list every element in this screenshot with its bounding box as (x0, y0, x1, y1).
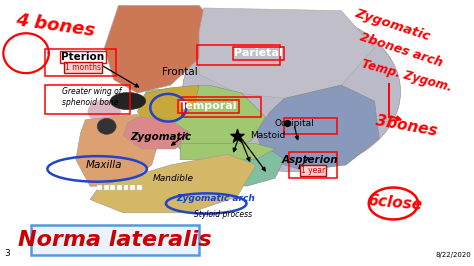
Ellipse shape (97, 118, 116, 134)
Text: Aspterion: Aspterion (282, 155, 339, 165)
Text: Temp. Zygom.: Temp. Zygom. (360, 57, 454, 94)
Polygon shape (76, 114, 161, 186)
Polygon shape (137, 85, 265, 152)
Polygon shape (123, 117, 190, 149)
Text: Zygomatic: Zygomatic (353, 7, 432, 43)
Text: 2bones arch: 2bones arch (358, 31, 444, 70)
Polygon shape (104, 5, 218, 93)
Bar (289, 152, 337, 178)
Polygon shape (104, 185, 109, 190)
Bar (197, 45, 280, 65)
Text: Parietal: Parietal (234, 48, 283, 58)
Polygon shape (137, 185, 142, 190)
Polygon shape (137, 85, 199, 128)
Ellipse shape (88, 100, 121, 124)
Polygon shape (209, 146, 284, 186)
Bar (45, 85, 130, 114)
Text: Frontal: Frontal (162, 67, 198, 77)
Text: Temporal: Temporal (180, 101, 237, 111)
Text: Mandible: Mandible (153, 174, 193, 183)
Polygon shape (180, 144, 275, 160)
Polygon shape (117, 185, 122, 190)
Point (233, 134, 241, 138)
Text: 1 year: 1 year (301, 166, 325, 175)
Polygon shape (97, 185, 102, 190)
Text: Norma lateralis: Norma lateralis (18, 230, 212, 250)
Polygon shape (90, 154, 256, 213)
Bar (182, 97, 261, 117)
Text: Pterion: Pterion (62, 52, 104, 62)
Ellipse shape (110, 93, 146, 110)
Text: Greater wing of
sphenoid bone: Greater wing of sphenoid bone (62, 88, 121, 107)
Polygon shape (124, 185, 128, 190)
Text: 1 months: 1 months (65, 63, 101, 72)
Bar (284, 118, 337, 134)
Text: 3: 3 (4, 249, 9, 258)
Ellipse shape (182, 12, 401, 172)
Text: Zygomatic: Zygomatic (131, 132, 191, 142)
Bar (45, 49, 116, 76)
Polygon shape (130, 185, 135, 190)
Polygon shape (110, 185, 115, 190)
Bar (31, 225, 199, 255)
Text: Occipital: Occipital (274, 119, 314, 128)
Polygon shape (256, 85, 379, 170)
Text: 8/22/2020: 8/22/2020 (436, 252, 472, 258)
Text: Mastoid: Mastoid (250, 131, 285, 140)
Text: Maxilla: Maxilla (86, 160, 123, 170)
Point (283, 121, 291, 125)
Polygon shape (199, 8, 374, 98)
Text: Styloid process: Styloid process (194, 210, 252, 219)
Text: Zygomatic arch: Zygomatic arch (176, 194, 255, 203)
Text: 4 bones: 4 bones (14, 11, 96, 40)
Text: 3bones: 3bones (374, 113, 438, 139)
Text: 6close: 6close (367, 193, 423, 213)
